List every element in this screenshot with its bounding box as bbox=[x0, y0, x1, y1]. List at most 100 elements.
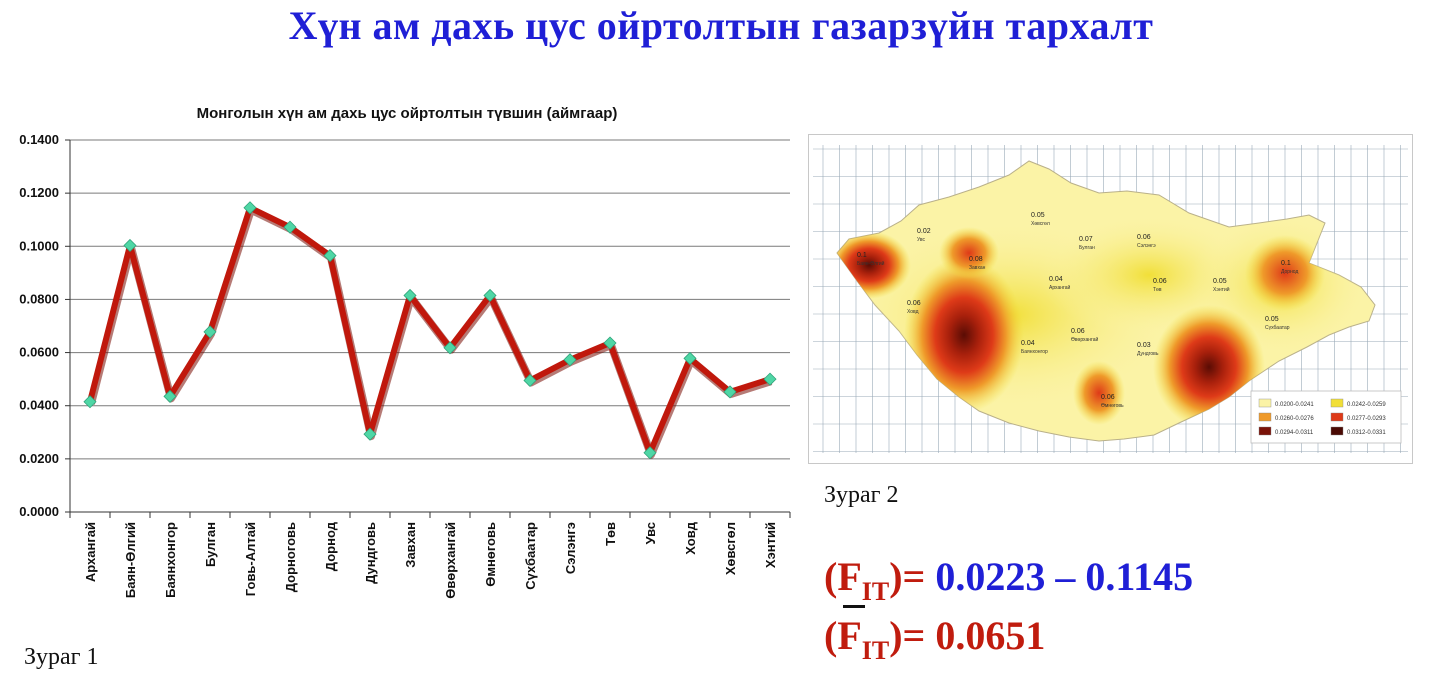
map-label-name: Өвөрхангай bbox=[1071, 336, 1099, 343]
y-tick-label: 0.1000 bbox=[19, 238, 59, 253]
data-point bbox=[323, 249, 337, 263]
map-label-value: 0.1 bbox=[857, 252, 867, 259]
map-label-value: 0.04 bbox=[1021, 340, 1035, 347]
x-tick-label: Булган bbox=[203, 522, 218, 567]
fit-subscript: IT bbox=[861, 577, 890, 606]
data-point bbox=[363, 427, 377, 441]
line-chart: Монголын хүн ам дахь цус ойртолтын түвши… bbox=[19, 105, 791, 599]
data-point bbox=[523, 373, 537, 388]
fit-subscript: IT bbox=[861, 636, 890, 665]
map-label-name: Архангай bbox=[1049, 284, 1071, 291]
x-tick-label: Сэлэнгэ bbox=[563, 522, 578, 574]
legend-label: 0.0200-0.0241 bbox=[1275, 402, 1314, 408]
x-tick-label: Ховд bbox=[683, 521, 698, 554]
data-point bbox=[643, 446, 657, 460]
data-point bbox=[83, 395, 97, 409]
map-svg: 0.05Хөвсгөл0.02Увс0.1Баян-Өлгий0.08Завха… bbox=[813, 145, 1408, 453]
legend-swatch bbox=[1258, 412, 1272, 422]
x-tick-label: Дундговь bbox=[363, 522, 378, 584]
y-axis-ticks: 0.0000 0.0200 0.0400 0.0600 0.0800 0.1000 0.12… bbox=[19, 132, 70, 519]
data-point bbox=[403, 288, 417, 303]
inbreeding-map: 0.05 Хөвсгөл 0.02 Увс 0.1 Баян-Өлгий 0.08 Завха… bbox=[808, 134, 1413, 464]
x-tick-label: Баянхонгор bbox=[163, 522, 178, 598]
data-point bbox=[203, 325, 217, 339]
map-region-labels: 0.05Хөвсгөл0.02Увс0.1Баян-Өлгий0.08Завха… bbox=[857, 212, 1298, 409]
data-point bbox=[283, 220, 297, 234]
map-label-value: 0.05 bbox=[1213, 278, 1227, 285]
figure1-caption: Зураг 1 bbox=[24, 644, 99, 670]
fit-mean-symbol: F bbox=[837, 613, 862, 658]
x-tick-label: Архангай bbox=[83, 522, 98, 582]
y-tick-label: 0.0600 bbox=[19, 345, 59, 360]
y-tick-label: 0.0800 bbox=[19, 291, 59, 306]
x-tick-label: Сүхбаатар bbox=[523, 522, 538, 590]
data-point bbox=[443, 341, 457, 355]
series-line bbox=[87, 204, 773, 459]
series-line bbox=[87, 204, 771, 456]
fit-mean-value: 0.0651 bbox=[935, 613, 1046, 658]
data-point bbox=[483, 288, 497, 303]
map-label-name: Дорнод bbox=[1281, 269, 1298, 275]
x-tick-label: Завхан bbox=[403, 522, 418, 568]
map-label-value: 0.08 bbox=[969, 256, 983, 263]
y-tick-label: 0.1400 bbox=[19, 132, 59, 147]
data-point bbox=[123, 238, 137, 253]
legend-label: 0.0312-0.0331 bbox=[1347, 430, 1386, 436]
x-tick-label: Увс bbox=[643, 522, 658, 545]
data-point bbox=[763, 372, 777, 386]
y-tick-label: 0.0200 bbox=[19, 451, 59, 466]
data-point bbox=[603, 336, 617, 350]
map-label-value: 0.05 bbox=[1031, 212, 1045, 219]
map-label-name: Хөвсгөл bbox=[1031, 221, 1050, 227]
map-label-name: Ховд bbox=[907, 309, 919, 315]
data-point bbox=[163, 389, 177, 403]
y-tick-label: 0.0400 bbox=[19, 398, 59, 413]
formula-open-paren: ( bbox=[824, 554, 838, 599]
legend-swatch bbox=[1330, 398, 1344, 408]
x-axis-ticks: Архангай Баян-Өлгий Баянхонгор Булган Говь-А… bbox=[69, 512, 791, 599]
map-label-value: 0.06 bbox=[1101, 394, 1115, 401]
x-tick-label: Баян-Өлгий bbox=[123, 522, 138, 598]
legend-label: 0.0277-0.0293 bbox=[1347, 416, 1386, 422]
map-label-name: Өмнөговь bbox=[1101, 403, 1124, 409]
fit-mean-formula: (FIT)= 0.0651 bbox=[824, 612, 1045, 666]
fit-range-value: 0.0223 – 0.1145 bbox=[935, 554, 1194, 599]
data-point bbox=[243, 201, 257, 215]
x-tick-label: Хэнтий bbox=[763, 522, 778, 568]
map-label-value: 0.07 bbox=[1079, 236, 1093, 243]
x-tick-label: Өвөрхангай bbox=[443, 522, 458, 599]
x-tick-label: Төв bbox=[603, 522, 618, 546]
map-label-name: Увс bbox=[917, 237, 925, 243]
chart-title: Монголын хүн ам дахь цус ойртолтын түвши… bbox=[197, 105, 618, 122]
legend-swatch bbox=[1258, 398, 1272, 408]
fit-symbol: F bbox=[837, 554, 862, 599]
y-tick-label: 0.0000 bbox=[19, 504, 59, 519]
formula-close: )= bbox=[889, 554, 926, 599]
map-label-name: Сэлэнгэ bbox=[1137, 243, 1156, 249]
density-surface bbox=[837, 215, 1369, 429]
map-label-value: 0.06 bbox=[1071, 328, 1085, 335]
data-point bbox=[683, 351, 697, 365]
x-tick-label: Говь-Алтай bbox=[243, 522, 258, 596]
map-label-name: Дундговь bbox=[1137, 351, 1159, 357]
map-label-name: Сүхбаатар bbox=[1265, 325, 1290, 331]
y-tick-label: 0.1200 bbox=[19, 185, 59, 200]
x-tick-label: Өмнөговь bbox=[483, 522, 498, 587]
legend-label: 0.0242-0.0259 bbox=[1347, 402, 1386, 408]
map-label-value: 0.04 bbox=[1049, 276, 1063, 283]
x-tick-label: Дорнод bbox=[323, 521, 338, 571]
map-label-name: Завхан bbox=[969, 265, 986, 271]
legend-swatch bbox=[1330, 426, 1344, 436]
figure2-caption: Зураг 2 bbox=[824, 482, 899, 508]
slide-title: Хүн ам дахь цус ойртолтын газарзүйн тарх… bbox=[288, 3, 1154, 48]
chart-gridlines bbox=[70, 139, 790, 460]
fit-range-formula: (FIT)= 0.0223 – 0.1145 bbox=[824, 553, 1193, 607]
data-point bbox=[723, 385, 737, 399]
map-label-name: Хэнтий bbox=[1213, 286, 1230, 293]
x-tick-label: Дорноговь bbox=[283, 522, 298, 592]
map-label-name: Баянхонгор bbox=[1021, 349, 1048, 355]
legend-label: 0.0260-0.0276 bbox=[1275, 416, 1314, 422]
legend-swatch bbox=[1258, 426, 1272, 436]
data-point bbox=[563, 353, 577, 367]
map-label-value: 0.06 bbox=[1137, 234, 1151, 241]
